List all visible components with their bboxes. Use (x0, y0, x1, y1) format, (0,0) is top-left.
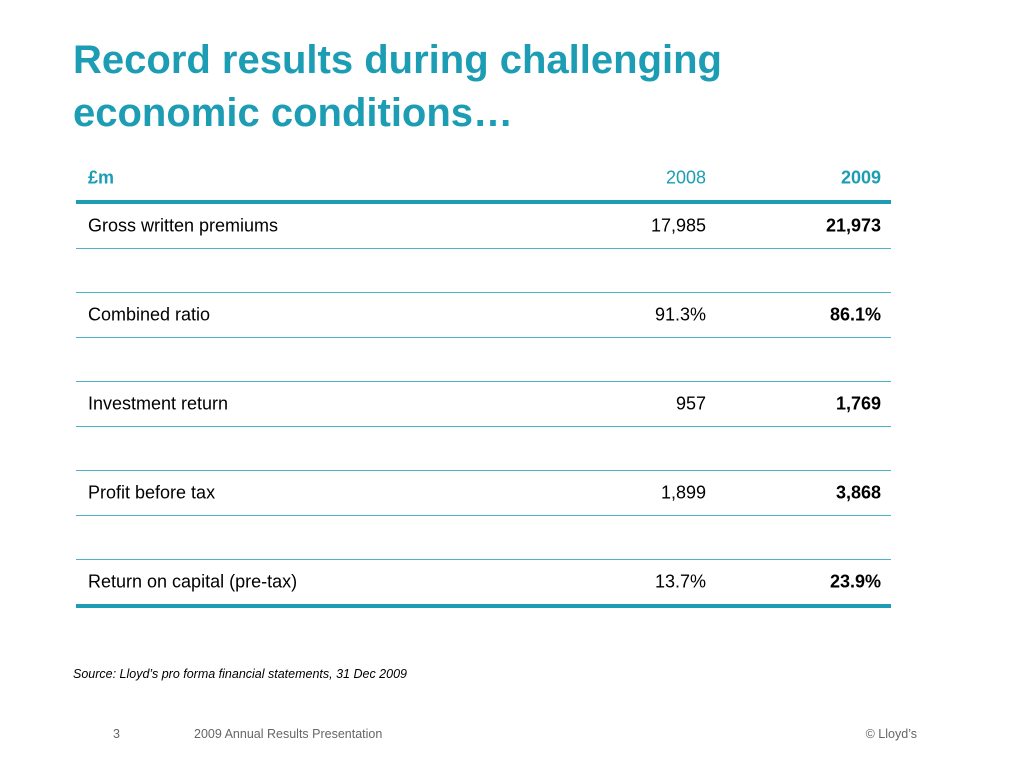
row-value-2009: 21,973 (825, 215, 881, 236)
row-value-2009: 86.1% (829, 304, 881, 325)
row-value-2008: 957 (675, 393, 706, 414)
copyright-notice: © Lloyd’s (865, 727, 917, 741)
header-unit-label: £m (88, 167, 115, 188)
slide-title: Record results during challenging econom… (73, 34, 933, 140)
row-label: Combined ratio (88, 304, 211, 325)
table-row: Profit before tax 1,899 3,868 (76, 471, 891, 516)
table-row: Return on capital (pre-tax) 13.7% 23.9% (76, 560, 891, 608)
presentation-title: 2009 Annual Results Presentation (194, 727, 383, 741)
row-spacer (76, 427, 891, 471)
row-label: Return on capital (pre-tax) (88, 571, 298, 592)
row-value-2008: 91.3% (654, 304, 706, 325)
table-header-row: £m 2008 2009 (76, 156, 891, 204)
header-2009: 2009 (840, 167, 881, 188)
slide-title-line-2: economic conditions… (73, 91, 514, 135)
table-row: Combined ratio 91.3% 86.1% (76, 293, 891, 338)
results-table: £m 2008 2009 Gross written premiums 17,9… (76, 156, 891, 608)
row-label: Investment return (88, 393, 229, 414)
row-spacer (76, 249, 891, 293)
slide-title-line-1: Record results during challenging (73, 38, 722, 82)
row-value-2009: 3,868 (835, 482, 881, 503)
row-value-2008: 1,899 (660, 482, 706, 503)
row-value-2008: 17,985 (650, 215, 706, 236)
table-row: Gross written premiums 17,985 21,973 (76, 204, 891, 249)
row-spacer (76, 516, 891, 560)
row-value-2009: 23.9% (829, 571, 881, 592)
header-2008: 2008 (665, 167, 706, 188)
row-value-2009: 1,769 (835, 393, 881, 414)
table-row: Investment return 957 1,769 (76, 382, 891, 427)
page-number: 3 (113, 727, 120, 741)
row-spacer (76, 338, 891, 382)
row-label: Profit before tax (88, 482, 216, 503)
row-label: Gross written premiums (88, 215, 279, 236)
source-note: Source: Lloyd’s pro forma financial stat… (73, 667, 407, 681)
row-value-2008: 13.7% (654, 571, 706, 592)
